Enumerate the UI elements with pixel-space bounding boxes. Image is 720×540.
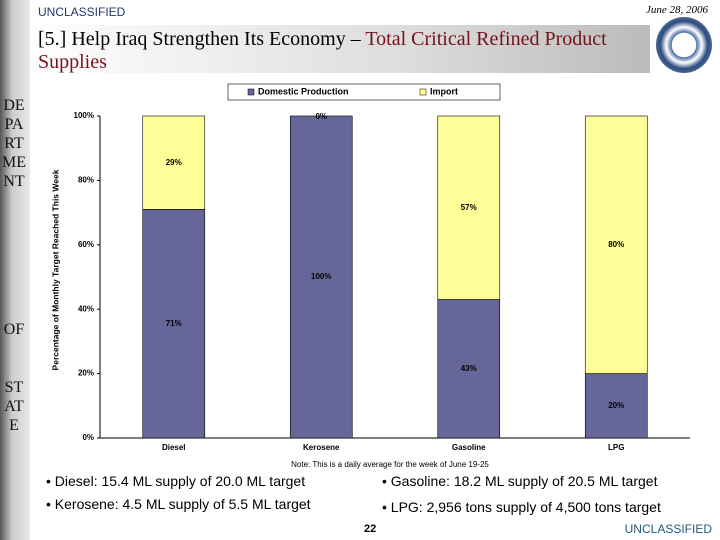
legend-swatch	[247, 88, 255, 96]
bar-segment	[584, 115, 648, 374]
y-axis-label: Percentage of Monthly Target Reached Thi…	[50, 169, 60, 370]
x-tick-label: Diesel	[162, 443, 186, 452]
title-highlight: Total Critical Refined Product Supplies	[38, 28, 607, 73]
x-tick-label: Kerosene	[303, 443, 340, 452]
title: [5.] Help Iraq Strengthen Its Economy – …	[38, 28, 638, 74]
classification: UNCLASSIFIED	[38, 5, 126, 19]
data-label: 43%	[461, 364, 477, 373]
sidebar-word: DEPARTMENT	[2, 97, 26, 190]
bar-segment	[289, 115, 353, 439]
data-label: 71%	[166, 319, 182, 328]
title-prefix: [5.] Help Iraq Strengthen Its Economy –	[38, 28, 366, 50]
bullet: • Gasoline: 18.2 ML supply of 20.5 ML ta…	[382, 473, 658, 489]
bar-segment	[142, 209, 206, 439]
seal	[656, 17, 712, 73]
sidebar-word: STATE	[4, 379, 24, 434]
legend-label: Domestic Production	[258, 86, 349, 96]
y-tick-label: 20%	[78, 369, 94, 378]
note: Note: This is a daily average for the we…	[291, 460, 489, 469]
sidebar-word: OF	[3, 321, 25, 338]
bar-segment	[584, 373, 648, 439]
bar-segment	[437, 115, 501, 300]
bullet: • Diesel: 15.4 ML supply of 20.0 ML targ…	[46, 473, 306, 489]
date: June 28, 2006	[645, 4, 708, 16]
data-label: 80%	[608, 240, 624, 249]
bar-segment	[437, 299, 501, 439]
footer-classification: UNCLASSIFIED	[624, 522, 712, 536]
sidebar-strip	[0, 0, 30, 540]
data-label: 57%	[461, 203, 477, 212]
data-label: 29%	[166, 158, 182, 167]
x-tick-label: Gasoline	[452, 443, 486, 452]
y-tick-label: 40%	[78, 304, 94, 313]
legend-label: Import	[430, 86, 458, 96]
x-tick-label: LPG	[608, 443, 624, 452]
data-label: 0%	[315, 112, 327, 121]
y-tick-label: 100%	[74, 111, 94, 120]
data-label: 20%	[608, 401, 624, 410]
title-bar	[30, 25, 650, 73]
y-tick-label: 0%	[82, 433, 94, 442]
page-number: 22	[364, 523, 377, 535]
bar-segment	[142, 115, 206, 210]
y-tick-label: 80%	[78, 176, 94, 185]
bullet: • LPG: 2,956 tons supply of 4,500 tons t…	[382, 499, 661, 515]
legend-box	[227, 83, 501, 101]
y-tick-label: 60%	[78, 240, 94, 249]
data-label: 100%	[311, 272, 331, 281]
bullet: • Kerosene: 4.5 ML supply of 5.5 ML targ…	[46, 496, 311, 512]
legend-swatch	[419, 88, 427, 96]
